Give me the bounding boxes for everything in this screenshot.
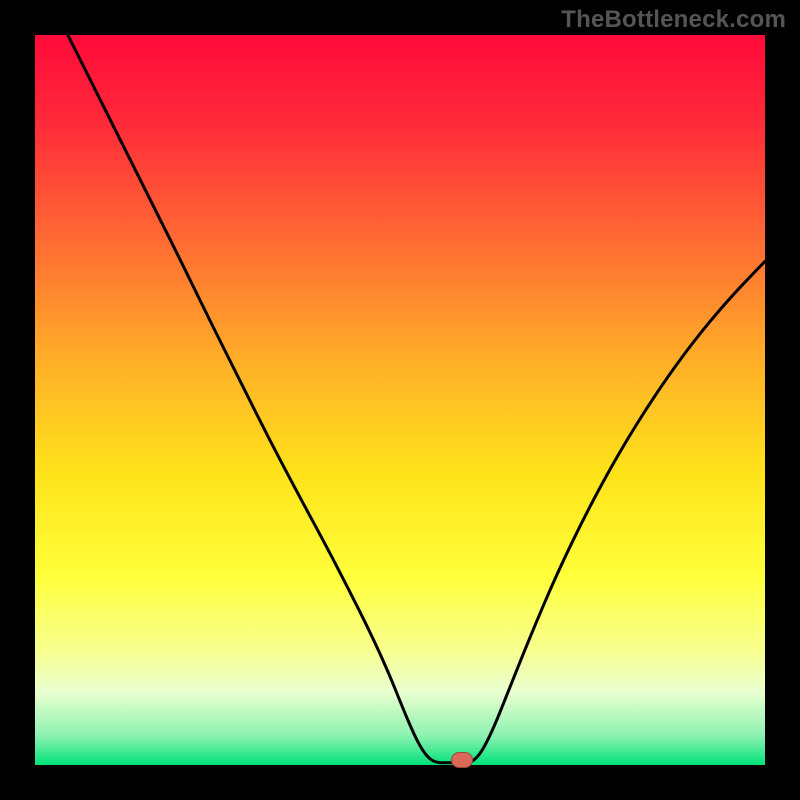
curve-layer — [35, 35, 765, 765]
watermark-text: TheBottleneck.com — [561, 6, 786, 34]
bottleneck-curve — [68, 35, 765, 763]
chart-stage: TheBottleneck.com — [0, 0, 800, 800]
plot-area — [35, 35, 765, 765]
optimal-point-marker — [451, 752, 473, 768]
